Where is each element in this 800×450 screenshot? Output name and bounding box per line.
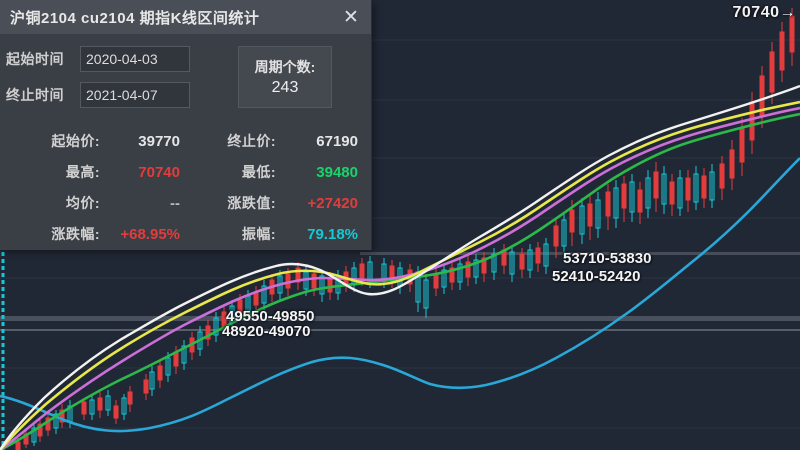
stat-label: 涨跌幅: xyxy=(51,226,100,242)
ma-magenta-line xyxy=(0,106,800,450)
stat-label: 起始价: xyxy=(51,133,100,149)
stat-value: +27420 xyxy=(307,195,358,212)
stat-value: +68.95% xyxy=(120,226,180,243)
chart-annotation-4: 52410-52420 xyxy=(552,268,641,285)
stat-label: 涨跌值: xyxy=(227,195,276,211)
stat-value: 79.18% xyxy=(307,226,358,243)
start-time-input[interactable]: 2020-04-03 xyxy=(80,46,190,72)
stat-value: 39480 xyxy=(316,164,358,181)
start-time-label: 起始时间 xyxy=(6,51,64,67)
stat-label: 最低: xyxy=(241,164,276,180)
chart-annotation-3: 53710-53830 xyxy=(563,250,652,267)
ma-blue-line xyxy=(0,157,800,433)
stat-label: 均价: xyxy=(65,195,100,211)
stat-label: 振幅: xyxy=(241,226,276,242)
chart-annotation-1: 49550-49850 xyxy=(226,308,315,325)
end-time-label: 终止时间 xyxy=(6,87,64,103)
end-time-input[interactable]: 2021-04-07 xyxy=(80,82,190,108)
stat-value: -- xyxy=(170,195,180,212)
statistics-grid: 起始价: 39770 终止价: 67190 最高: 70740 最低: 3948… xyxy=(0,126,372,250)
ma-yellow-line xyxy=(0,100,800,450)
dialog-title: 沪铜2104 cu2104 期指K线区间统计 xyxy=(10,9,260,27)
period-count-label: 周期个数: xyxy=(254,59,316,75)
stat-value: 39770 xyxy=(138,133,180,150)
stat-label: 最高: xyxy=(65,164,100,180)
dialog-body: 起始时间 2020-04-03 终止时间 2021-04-07 周期个数: 24… xyxy=(0,34,371,250)
period-count-button[interactable]: 周期个数: 243 xyxy=(238,46,332,108)
dialog-titlebar[interactable]: 沪铜2104 cu2104 期指K线区间统计 ✕ xyxy=(0,0,371,34)
stat-label: 终止价: xyxy=(227,133,276,149)
reference-bands xyxy=(0,252,800,331)
start-time-row: 起始时间 2020-04-03 xyxy=(6,46,190,72)
current-price-arrow-label: 70740→ xyxy=(732,4,796,21)
stat-value: 67190 xyxy=(316,133,358,150)
end-time-row: 终止时间 2021-04-07 xyxy=(6,82,190,108)
kline-range-statistics-dialog: 沪铜2104 cu2104 期指K线区间统计 ✕ 起始时间 2020-04-03… xyxy=(0,0,372,250)
close-icon[interactable]: ✕ xyxy=(343,6,359,28)
ma-green-line xyxy=(0,112,800,450)
stat-value: 70740 xyxy=(138,164,180,181)
period-count-value: 243 xyxy=(271,79,299,96)
chart-annotation-2: 48920-49070 xyxy=(222,323,311,340)
ma-white-line xyxy=(0,84,800,450)
